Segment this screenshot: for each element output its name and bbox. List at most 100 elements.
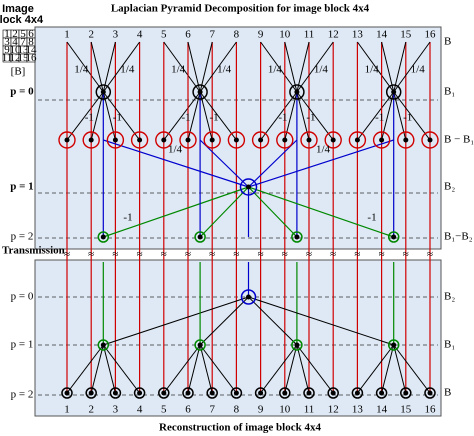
edge <box>260 91 298 141</box>
node <box>327 387 339 399</box>
ring <box>227 131 246 149</box>
grid-number: 16 <box>26 52 38 64</box>
node <box>97 339 110 351</box>
ring <box>203 131 221 149</box>
node-dot <box>354 137 360 143</box>
grid-number: 12 <box>10 52 21 64</box>
node <box>97 231 110 243</box>
node-dot <box>137 137 143 143</box>
node <box>424 387 436 399</box>
block-label: block 4x4 <box>0 14 44 26</box>
node <box>351 387 364 399</box>
node-dot <box>112 390 118 396</box>
edge <box>90 344 104 394</box>
level-label: p = 2 <box>11 389 34 401</box>
grid-number: 2 <box>12 28 18 40</box>
ring <box>397 131 415 149</box>
caption: Reconstruction of image block 4x4 <box>159 422 321 434</box>
weight-label: 1/4 <box>217 64 232 76</box>
node-dot <box>354 390 360 396</box>
weight-label: 1/4 <box>411 64 426 76</box>
transmission-mark: ≈ <box>185 249 191 261</box>
edge <box>199 296 249 346</box>
edge <box>284 344 298 394</box>
column-number: 10 <box>279 29 291 41</box>
node-dot <box>294 234 300 240</box>
column-number: 1 <box>64 404 70 416</box>
node-dot <box>246 294 251 300</box>
edge <box>260 344 298 394</box>
node-dot <box>100 89 106 95</box>
node-dot <box>427 137 433 143</box>
edge <box>248 296 298 346</box>
column-number: 5 <box>161 404 167 416</box>
node-dot <box>161 390 167 396</box>
column-number: 13 <box>352 404 364 416</box>
edge <box>260 41 298 93</box>
column-number: 13 <box>352 29 364 41</box>
node-dot <box>282 390 288 396</box>
node-dot <box>112 137 118 143</box>
node <box>254 387 267 399</box>
edge <box>393 41 407 93</box>
ring <box>155 131 173 149</box>
column-number: 11 <box>304 29 315 41</box>
column-number: 7 <box>209 404 215 416</box>
transmission-mark: ≈ <box>209 249 215 261</box>
node <box>194 231 206 243</box>
node <box>133 387 146 399</box>
edge <box>393 91 431 141</box>
edge <box>103 186 249 238</box>
column-number: 15 <box>400 29 412 41</box>
node <box>239 178 258 196</box>
column-number: 16 <box>425 29 437 41</box>
node-dot <box>64 390 70 396</box>
node-dot <box>391 342 397 348</box>
column-number: 6 <box>185 404 191 416</box>
grid-number: 7 <box>20 36 26 48</box>
ring <box>300 131 318 149</box>
transmission-mark: ≈ <box>354 249 360 261</box>
column-number: 8 <box>234 29 240 41</box>
column-number: 15 <box>400 404 412 416</box>
edge <box>248 296 394 346</box>
node-dot <box>258 137 264 143</box>
transmission-mark: ≈ <box>403 249 409 261</box>
edge <box>393 344 431 394</box>
grid-number: 1 <box>4 28 10 40</box>
block-label: Image <box>2 3 34 15</box>
ring <box>251 131 270 149</box>
weight-label: 1/4 <box>268 64 283 76</box>
weight-label: -1 <box>182 112 191 124</box>
title: Laplacian Pyramid Decomposition for imag… <box>111 3 370 15</box>
transmission-mark: ≈ <box>161 249 167 261</box>
node <box>387 339 400 351</box>
node-dot <box>330 390 336 396</box>
node <box>291 339 303 351</box>
level-label: p = 2 <box>11 231 34 243</box>
node-dot <box>391 234 397 240</box>
edge <box>102 344 140 394</box>
node-dot <box>258 390 264 396</box>
right-label: B₁−B₂ <box>444 231 473 243</box>
edge <box>199 41 213 93</box>
edge <box>199 91 237 141</box>
ring <box>372 131 391 149</box>
ring <box>106 131 125 149</box>
column-number: 2 <box>88 404 94 416</box>
edge <box>102 344 116 394</box>
node <box>385 84 402 100</box>
column-number: 4 <box>137 29 143 41</box>
node-dot <box>294 342 300 348</box>
edge <box>66 91 104 141</box>
node-dot <box>100 342 106 348</box>
node-dot <box>233 390 239 396</box>
node <box>291 231 303 243</box>
node <box>289 84 305 100</box>
node-dot <box>294 89 300 95</box>
transmission-label: Transmission <box>2 245 65 257</box>
node-dot <box>197 342 203 348</box>
node-dot <box>197 89 203 95</box>
edge <box>199 344 237 394</box>
column-number: 16 <box>425 404 437 416</box>
